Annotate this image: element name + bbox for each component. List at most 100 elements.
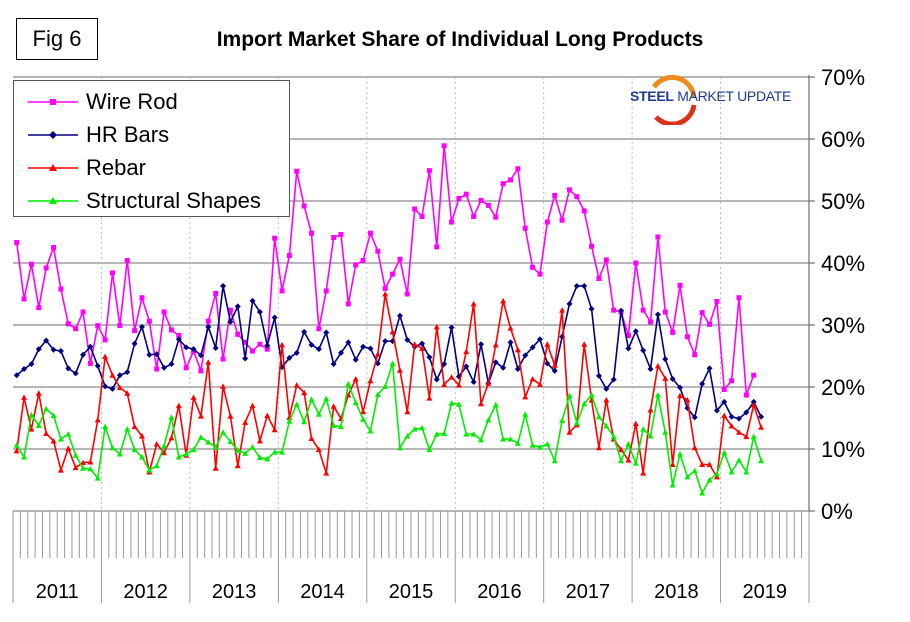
data-point <box>102 383 109 390</box>
data-point <box>87 343 94 350</box>
data-point <box>419 345 426 352</box>
data-point <box>110 270 115 276</box>
data-point <box>242 450 249 456</box>
data-point <box>57 436 64 442</box>
data-point <box>470 300 477 307</box>
data-point <box>73 326 79 332</box>
data-point <box>338 231 344 237</box>
data-point <box>485 202 491 208</box>
data-point <box>632 328 639 335</box>
data-point <box>374 391 381 397</box>
data-point <box>294 168 300 174</box>
series-group <box>13 143 765 496</box>
data-point <box>677 392 684 399</box>
data-point <box>35 346 42 353</box>
data-point <box>197 413 204 419</box>
data-point <box>183 450 190 457</box>
data-point <box>109 444 116 451</box>
data-point <box>728 413 735 420</box>
data-point <box>57 467 64 473</box>
data-point <box>677 450 684 457</box>
data-point <box>116 384 123 391</box>
data-point <box>397 256 403 262</box>
data-point <box>102 423 109 430</box>
data-point <box>146 351 153 358</box>
data-point <box>80 459 87 466</box>
data-point <box>662 309 668 315</box>
data-point <box>28 411 35 418</box>
data-point <box>360 258 366 264</box>
data-point <box>492 359 499 366</box>
data-point <box>87 459 94 465</box>
data-point <box>714 298 720 304</box>
y-axis: 0% 10% 20% 30% 40% 50% 60% 70% <box>808 65 865 524</box>
data-point <box>471 214 477 219</box>
legend-label: Structural Shapes <box>86 187 261 213</box>
x-year-label: 2014 <box>300 581 345 603</box>
data-point <box>618 457 625 464</box>
data-point <box>426 395 433 401</box>
data-point <box>669 481 676 488</box>
data-point <box>13 372 20 379</box>
data-point <box>65 321 71 327</box>
data-point <box>707 321 712 327</box>
data-point <box>190 446 197 453</box>
y-tick-label: 0% <box>821 499 853 524</box>
data-point <box>153 462 160 469</box>
data-point <box>80 465 87 471</box>
data-point <box>109 372 116 378</box>
data-point <box>396 312 403 319</box>
data-point <box>138 454 145 460</box>
data-point <box>293 401 300 407</box>
data-point <box>500 436 507 442</box>
data-point <box>65 431 72 437</box>
data-point <box>713 470 720 477</box>
data-point <box>28 261 34 267</box>
data-point <box>154 366 160 372</box>
data-point <box>544 360 551 367</box>
data-point <box>441 143 447 149</box>
data-point <box>124 426 131 432</box>
data-point <box>677 384 684 391</box>
data-point <box>183 344 190 351</box>
data-point <box>21 394 28 401</box>
data-point <box>249 402 256 409</box>
data-point <box>426 354 433 361</box>
data-point <box>374 351 381 357</box>
data-point <box>588 305 595 312</box>
data-point <box>559 307 566 313</box>
data-point <box>404 432 411 439</box>
x-year-label: 2013 <box>212 581 257 603</box>
data-point <box>743 409 750 416</box>
legend-label: Rebar <box>86 154 146 180</box>
data-point <box>153 351 160 358</box>
y-tick-label: 70% <box>821 65 865 90</box>
data-point <box>662 356 669 363</box>
data-point <box>448 324 455 331</box>
data-point <box>286 418 293 424</box>
data-point <box>382 285 388 291</box>
data-point <box>264 412 271 419</box>
data-point <box>345 380 352 387</box>
data-point <box>271 449 278 455</box>
data-point <box>654 362 661 369</box>
data-point <box>367 428 374 434</box>
data-point <box>256 437 263 444</box>
data-point <box>404 291 410 297</box>
data-point <box>514 346 521 353</box>
data-point <box>514 440 521 446</box>
data-point <box>618 307 625 314</box>
data-point <box>220 429 227 435</box>
data-point <box>390 271 396 277</box>
data-point <box>529 442 536 448</box>
data-point <box>655 234 661 240</box>
data-point <box>102 337 108 343</box>
data-point <box>51 245 57 250</box>
data-point <box>286 253 292 259</box>
data-point <box>537 271 543 277</box>
data-point <box>574 194 580 200</box>
data-point <box>514 366 521 373</box>
legend-marker-triangle-icon <box>28 196 78 204</box>
data-point <box>124 258 130 264</box>
data-point <box>728 423 735 429</box>
